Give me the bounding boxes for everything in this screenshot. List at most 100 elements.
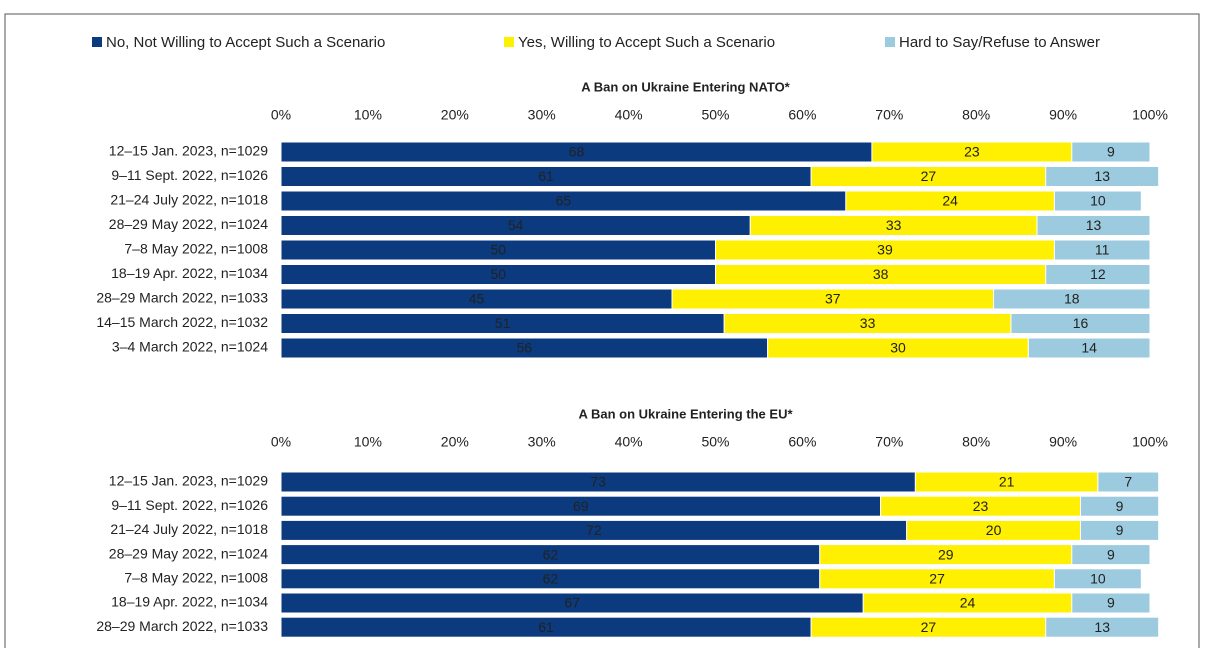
value-label: 12 (1090, 266, 1106, 282)
chart-title: A Ban on Ukraine Entering the EU* (578, 406, 793, 421)
y-tick-label: 28–29 May 2022, n=1024 (109, 216, 268, 232)
bar-segment (1045, 264, 1151, 285)
x-tick-label: 40% (615, 107, 643, 123)
x-tick-label: 60% (788, 434, 816, 450)
frame (4, 13, 1200, 648)
value-label: 20 (986, 522, 1002, 538)
value-label: 73 (590, 474, 606, 490)
x-tick-label: 20% (441, 107, 469, 123)
value-label: 50 (490, 266, 506, 282)
value-label: 24 (942, 193, 958, 209)
chart-title: A Ban on Ukraine Entering NATO* (581, 79, 790, 94)
value-label: 62 (543, 546, 559, 562)
value-label: 9 (1116, 498, 1124, 514)
x-tick-label: 0% (271, 107, 291, 123)
value-label: 24 (960, 595, 976, 611)
value-label: 27 (921, 168, 937, 184)
value-label: 21 (999, 474, 1015, 490)
bar-segment (1053, 190, 1142, 212)
value-label: 11 (1095, 242, 1110, 258)
value-label: 50 (490, 242, 506, 258)
value-label: 27 (921, 619, 937, 635)
y-tick-label: 7–8 May 2022, n=1008 (124, 570, 268, 586)
value-label: 72 (586, 522, 602, 538)
value-label: 45 (469, 291, 485, 307)
value-label: 62 (543, 571, 559, 587)
value-label: 14 (1081, 340, 1097, 356)
value-label: 56 (517, 340, 533, 356)
value-label: 69 (573, 498, 589, 514)
y-tick-label: 21–24 July 2022, n=1018 (110, 521, 268, 537)
bar-segment (1097, 471, 1160, 493)
y-tick-label: 18–19 Apr. 2022, n=1034 (111, 594, 268, 610)
legend-label: Hard to Say/Refuse to Answer (899, 34, 1100, 51)
legend-swatch (885, 37, 895, 47)
bar-segment (1071, 141, 1151, 163)
value-label: 13 (1094, 168, 1110, 184)
x-tick-label: 50% (701, 107, 729, 123)
value-label: 9 (1107, 144, 1115, 160)
legend-swatch (504, 37, 514, 47)
bar-segment (1071, 592, 1151, 614)
x-tick-label: 20% (441, 434, 469, 450)
x-tick-label: 60% (788, 107, 816, 123)
value-label: 61 (538, 619, 554, 635)
y-tick-label: 9–11 Sept. 2022, n=1026 (111, 497, 268, 513)
bar-segment (1079, 495, 1160, 517)
y-tick-label: 3–4 March 2022, n=1024 (112, 339, 268, 355)
y-tick-label: 28–29 March 2022, n=1033 (96, 618, 268, 634)
value-label: 51 (495, 315, 511, 331)
value-label: 68 (569, 144, 585, 160)
bar-segment (1045, 616, 1160, 638)
y-tick-label: 12–15 Jan. 2023, n=1029 (109, 143, 268, 159)
x-tick-label: 40% (615, 434, 643, 450)
y-tick-label: 9–11 Sept. 2022, n=1026 (111, 167, 268, 183)
legend-label: Yes, Willing to Accept Such a Scenario (518, 34, 775, 51)
value-label: 16 (1073, 315, 1089, 331)
y-tick-label: 7–8 May 2022, n=1008 (124, 241, 268, 257)
value-label: 27 (929, 571, 945, 587)
bar-segment (1027, 337, 1151, 359)
bar-segment (1053, 568, 1142, 590)
value-label: 54 (508, 217, 524, 233)
value-label: 13 (1094, 619, 1110, 635)
x-tick-label: 80% (962, 107, 990, 123)
x-tick-label: 90% (1049, 434, 1077, 450)
y-tick-label: 14–15 March 2022, n=1032 (96, 314, 268, 330)
x-tick-label: 30% (528, 107, 556, 123)
x-tick-label: 70% (875, 434, 903, 450)
x-tick-label: 10% (354, 107, 382, 123)
value-label: 33 (860, 315, 876, 331)
value-label: 9 (1107, 546, 1115, 562)
value-label: 10 (1090, 571, 1106, 587)
value-label: 18 (1064, 291, 1080, 307)
x-tick-label: 30% (528, 434, 556, 450)
y-tick-label: 12–15 Jan. 2023, n=1029 (109, 473, 268, 489)
bar-segment (1053, 239, 1151, 261)
x-tick-label: 0% (271, 434, 291, 450)
x-tick-label: 10% (354, 434, 382, 450)
value-label: 30 (890, 340, 906, 356)
value-label: 13 (1086, 217, 1102, 233)
value-label: 9 (1107, 595, 1115, 611)
x-tick-label: 100% (1132, 107, 1168, 123)
bar-segment (1079, 519, 1160, 541)
x-tick-label: 70% (875, 107, 903, 123)
value-label: 10 (1090, 193, 1106, 209)
value-label: 7 (1124, 474, 1132, 490)
bar-segment (1010, 313, 1151, 334)
y-tick-label: 28–29 March 2022, n=1033 (96, 290, 268, 306)
value-label: 23 (964, 144, 980, 160)
value-label: 37 (825, 291, 841, 307)
y-tick-label: 28–29 May 2022, n=1024 (109, 545, 268, 561)
value-label: 38 (873, 266, 889, 282)
x-tick-label: 90% (1049, 107, 1077, 123)
bar-segment (993, 288, 1151, 310)
legend-swatch (92, 37, 102, 47)
value-label: 29 (938, 546, 954, 562)
bar-segment (1071, 544, 1151, 566)
value-label: 67 (564, 595, 580, 611)
value-label: 33 (886, 217, 902, 233)
y-tick-label: 21–24 July 2022, n=1018 (110, 192, 268, 208)
